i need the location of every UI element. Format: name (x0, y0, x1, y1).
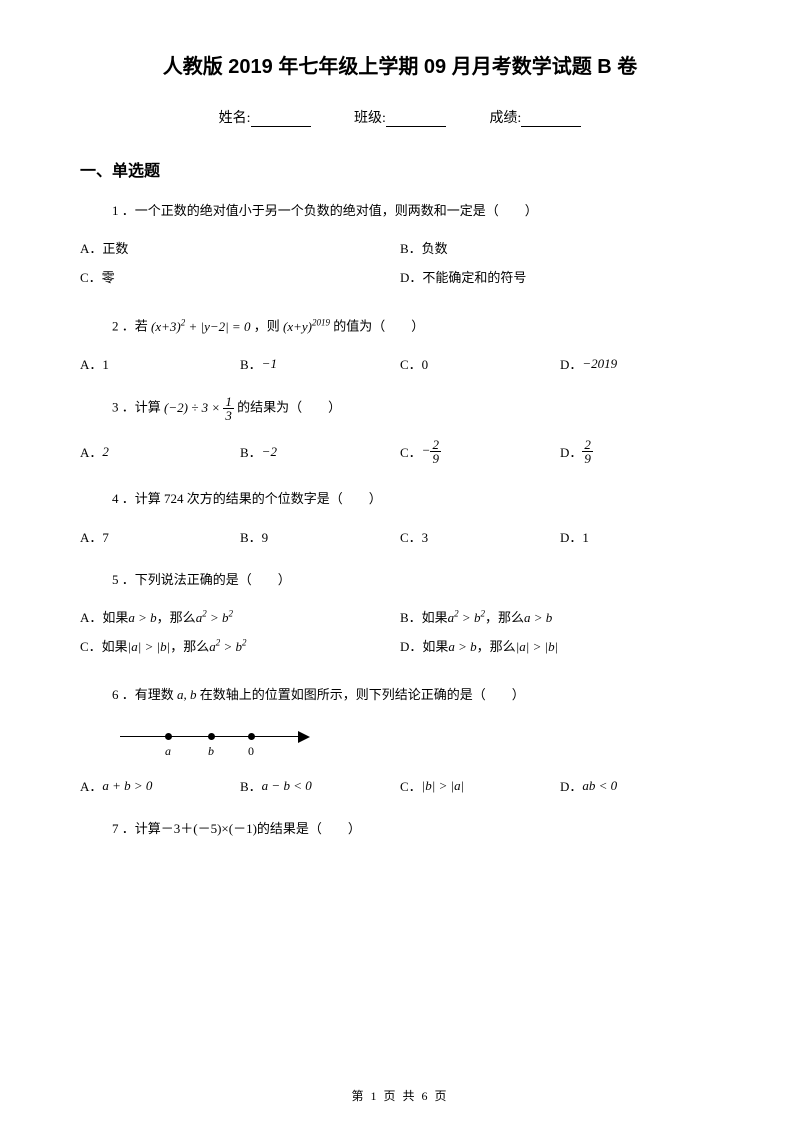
q1-options: A．正数 B．负数 C．零 D．不能确定和的符号 (80, 238, 720, 296)
q2-opt-a: A．1 (80, 354, 240, 373)
q2-opt-d: D．−2019 (560, 354, 720, 373)
q1-opt-a: A．正数 (80, 238, 400, 257)
q5-options: A．如果a > b，那么a2 > b2 B．如果a2 > b2，那么a > b … (80, 607, 720, 665)
q2-prefix: 2 ．若 (112, 319, 148, 334)
q3-opt-d: D．29 (560, 438, 720, 465)
section-heading: 一、单选题 (80, 157, 720, 181)
q5-opt-a: A．如果a > b，那么a2 > b2 (80, 607, 400, 626)
question-4: 4 ．计算 724 次方的结果的个位数字是（ ） (80, 487, 720, 510)
q3-opt-c: C．−29 (400, 438, 560, 465)
q3-opt-a: A．2 (80, 442, 240, 461)
page-footer: 第 1 页 共 6 页 (0, 1087, 800, 1104)
q2-expr1: (x+3)2 + |y−2| = 0 (151, 319, 250, 334)
q2-expr2: (x+y)2019 (283, 319, 330, 334)
score-blank[interactable] (521, 126, 581, 127)
q2-opt-c: C．0 (400, 354, 560, 373)
numline-arrow-icon (298, 731, 310, 743)
q4-options: A．7 B．9 C．3 D．1 (80, 527, 720, 546)
q3-prefix: 3 ．计算 (112, 400, 161, 415)
q3-opt-b: B．−2 (240, 442, 400, 461)
q3-expr: (−2) ÷ 3 × 13 (164, 400, 234, 415)
q3-suffix: 的结果为（ ） (237, 400, 341, 415)
q4-opt-b: B．9 (240, 527, 400, 546)
q5-opt-d: D．如果a > b，那么|a| > |b| (400, 636, 720, 655)
question-5: 5 ．下列说法正确的是（ ） (80, 568, 720, 591)
page-title: 人教版 2019 年七年级上学期 09 月月考数学试题 B 卷 (80, 50, 720, 79)
numline-label-0: 0 (248, 744, 254, 759)
q4-opt-d: D．1 (560, 527, 720, 546)
q6-prefix: 6 ．有理数 (112, 687, 174, 702)
score-label: 成绩: (489, 111, 521, 126)
class-label: 班级: (354, 111, 386, 126)
q6-opt-a: A．a + b > 0 (80, 776, 240, 795)
number-line-diagram: a b 0 (120, 722, 320, 762)
numline-label-b: b (208, 744, 214, 759)
q6-options: A．a + b > 0 B．a − b < 0 C．|b| > |a| D．ab… (80, 776, 720, 795)
q3-options: A．2 B．−2 C．−29 D．29 (80, 438, 720, 465)
q2-mid: ，则 (254, 319, 280, 334)
numline-dot-0 (248, 733, 255, 740)
q2-suffix: 的值为（ ） (333, 319, 424, 334)
q1-opt-c: C．零 (80, 267, 400, 286)
question-3: 3 ．计算 (−2) ÷ 3 × 13 的结果为（ ） (80, 395, 720, 422)
q2-options: A．1 B．−1 C．0 D．−2019 (80, 354, 720, 373)
q5-opt-c: C．如果|a| > |b|，那么a2 > b2 (80, 636, 400, 655)
numline-dot-a (165, 733, 172, 740)
q2-opt-b: B．−1 (240, 354, 400, 373)
name-blank[interactable] (251, 126, 311, 127)
q6-opt-d: D．ab < 0 (560, 776, 720, 795)
q6-opt-c: C．|b| > |a| (400, 776, 560, 795)
class-blank[interactable] (386, 126, 446, 127)
q1-opt-b: B．负数 (400, 238, 720, 257)
q6-ab: a, b (177, 687, 197, 702)
question-1: 1 ．一个正数的绝对值小于另一个负数的绝对值，则两数和一定是（ ） (80, 199, 720, 222)
numline-dot-b (208, 733, 215, 740)
question-6: 6 ．有理数 a, b 在数轴上的位置如图所示，则下列结论正确的是（ ） (80, 683, 720, 706)
q1-opt-d: D．不能确定和的符号 (400, 267, 720, 286)
q5-opt-b: B．如果a2 > b2，那么a > b (400, 607, 720, 626)
numline-label-a: a (165, 744, 171, 759)
student-info-row: 姓名: 班级: 成绩: (80, 107, 720, 127)
question-2: 2 ．若 (x+3)2 + |y−2| = 0 ，则 (x+y)2019 的值为… (80, 314, 720, 338)
q6-opt-b: B．a − b < 0 (240, 776, 400, 795)
name-label: 姓名: (219, 111, 251, 126)
question-7: 7 ．计算－3＋(－5)×(－1)的结果是（ ） (80, 817, 720, 840)
q4-opt-c: C．3 (400, 527, 560, 546)
q4-opt-a: A．7 (80, 527, 240, 546)
q6-suffix: 在数轴上的位置如图所示，则下列结论正确的是（ ） (200, 687, 525, 702)
